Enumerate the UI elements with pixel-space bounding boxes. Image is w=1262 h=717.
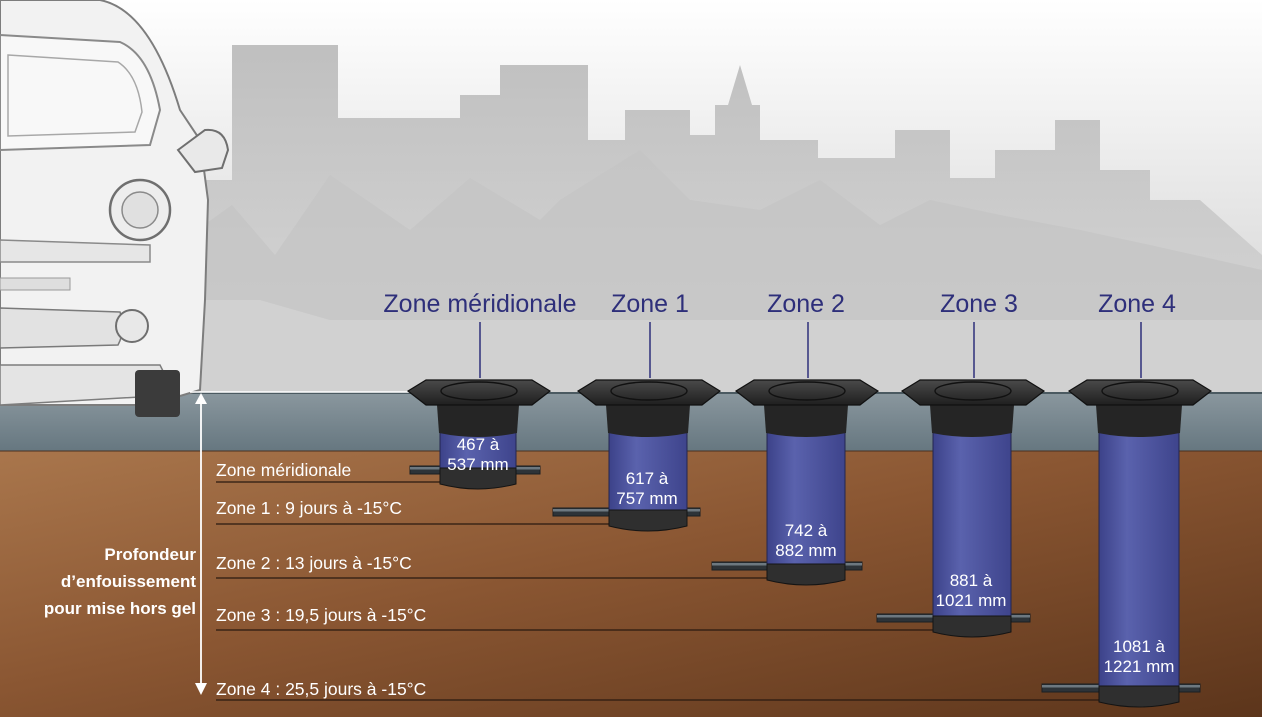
zone-unit-4: [216, 322, 1213, 708]
side-label: Profondeur d’enfouissement pour mise hor…: [44, 545, 196, 618]
zone-title-1: Zone 1: [611, 290, 689, 318]
measure-3-line1: 881 à: [950, 571, 993, 590]
bottom-collar: [439, 467, 517, 490]
pipe-body: [932, 422, 1012, 625]
measure-1-line1: 617 à: [626, 469, 669, 488]
cap-neck: [764, 405, 848, 437]
car-illustration: [0, 0, 230, 417]
cap-neck: [437, 405, 519, 437]
measure-meridionale-line1: 467 à: [457, 435, 500, 454]
bottom-collar: [1098, 685, 1180, 708]
cap-plate: [576, 379, 722, 406]
cap-plate: [1067, 379, 1213, 406]
city-skyline: [0, 45, 1262, 400]
pipe-body: [1098, 422, 1180, 695]
measure-4-line2: 1221 mm: [1104, 657, 1175, 676]
side-label-line2: d’enfouissement: [61, 572, 196, 591]
zone-unit-0: [216, 322, 552, 490]
zone-unit-3: [216, 322, 1046, 638]
side-label-line1: Profondeur: [104, 545, 196, 564]
zone-title-2: Zone 2: [767, 290, 845, 318]
cap-neck: [606, 405, 690, 437]
cap-plate: [406, 379, 552, 406]
measure-3-line2: 1021 mm: [936, 591, 1007, 610]
cap-lid: [768, 381, 846, 401]
car-tire: [135, 370, 180, 417]
cap-lid: [610, 381, 688, 401]
measure-1-line2: 757 mm: [616, 489, 677, 508]
depth-labels: Zone méridionale Zone 1 : 9 jours à -15°…: [216, 460, 426, 699]
zone-units: [216, 322, 1213, 708]
measure-meridionale-line2: 537 mm: [447, 455, 508, 474]
depth-label-4: Zone 4 : 25,5 jours à -15°C: [216, 679, 426, 699]
cap-lid: [934, 381, 1012, 401]
depth-label-3: Zone 3 : 19,5 jours à -15°C: [216, 605, 426, 625]
bottom-collar: [766, 563, 846, 586]
zone-titles: Zone méridionale Zone 1 Zone 2 Zone 3 Zo…: [383, 290, 1176, 318]
depth-label-1: Zone 1 : 9 jours à -15°C: [216, 498, 402, 518]
measure-2-line1: 742 à: [785, 521, 828, 540]
bottom-collar: [608, 509, 688, 532]
zone-title-meridionale: Zone méridionale: [383, 290, 576, 318]
zone-unit-2: [216, 322, 880, 586]
zone-unit-1: [216, 322, 722, 532]
cap-neck: [930, 405, 1014, 437]
depth-arrow: [190, 391, 410, 695]
zone-title-4: Zone 4: [1098, 290, 1176, 318]
depth-label-2: Zone 2 : 13 jours à -15°C: [216, 553, 412, 573]
cap-plate: [734, 379, 880, 406]
cap-lid: [440, 381, 518, 401]
cap-plate: [900, 379, 1046, 406]
pipe-body: [608, 422, 688, 519]
measure-labels: 467 à 537 mm 617 à 757 mm 742 à 882 mm 8…: [447, 435, 1174, 676]
measure-4-line1: 1081 à: [1113, 637, 1166, 656]
depth-label-meridionale: Zone méridionale: [216, 460, 351, 480]
cap-neck: [1096, 405, 1182, 437]
cap-lid: [1101, 381, 1179, 401]
bottom-collar: [932, 615, 1012, 638]
zone-title-3: Zone 3: [940, 290, 1018, 318]
measure-2-line2: 882 mm: [775, 541, 836, 560]
side-label-line3: pour mise hors gel: [44, 599, 196, 618]
